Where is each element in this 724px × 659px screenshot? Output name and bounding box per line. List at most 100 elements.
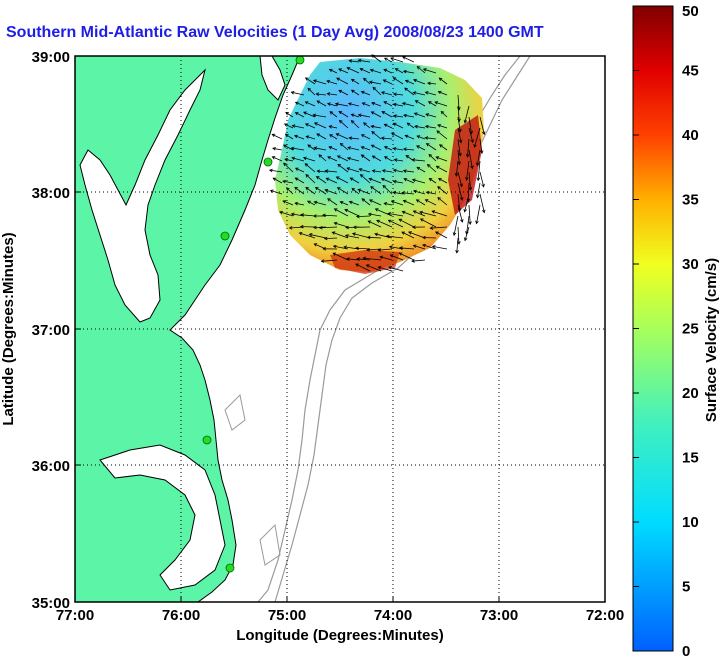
velocity-vector-head	[348, 200, 353, 205]
velocity-vector	[362, 102, 371, 107]
velocity-vector-head	[305, 187, 309, 191]
velocity-vector	[388, 266, 404, 272]
velocity-vector-head	[304, 77, 309, 81]
velocity-vector	[434, 101, 448, 107]
velocity-vector-head	[402, 169, 407, 173]
velocity-vector	[414, 112, 426, 118]
velocity-vectors	[268, 54, 486, 272]
velocity-vector-head	[350, 113, 355, 117]
velocity-vector	[351, 89, 360, 96]
velocity-vector-head	[328, 68, 333, 73]
velocity-vector	[394, 159, 404, 162]
velocity-vector-head	[470, 139, 474, 144]
velocity-vector-head	[324, 188, 329, 193]
velocity-vector	[457, 105, 460, 122]
velocity-vector-head	[312, 214, 317, 218]
velocity-vector	[334, 222, 349, 228]
velocity-vector-head	[346, 257, 350, 261]
velocity-vector-head	[406, 122, 411, 126]
velocity-vector	[372, 155, 382, 162]
velocity-vector-head	[370, 111, 375, 115]
velocity-vector	[300, 214, 316, 217]
velocity-vector-head	[429, 226, 434, 230]
pamlico-sound	[99, 444, 226, 591]
velocity-vector-head	[392, 92, 397, 97]
velocity-vector	[425, 125, 437, 129]
velocity-vector-head	[304, 101, 309, 105]
velocity-vector	[416, 199, 426, 206]
velocity-vector-head	[338, 89, 343, 94]
velocity-vector	[428, 154, 437, 162]
velocity-vector-head	[404, 79, 409, 84]
velocity-vector	[403, 114, 415, 118]
velocity-vector-head	[383, 68, 388, 73]
velocity-vector-head	[316, 133, 321, 137]
velocity-vector	[405, 135, 415, 140]
velocity-vector-head	[326, 79, 330, 84]
velocity-vector-head	[368, 199, 373, 203]
velocity-vector-head	[416, 65, 421, 70]
velocity-vector-head	[377, 248, 382, 252]
velocity-vector-head	[392, 122, 397, 127]
velocity-vector	[381, 111, 393, 118]
velocity-vector	[384, 146, 393, 151]
velocity-vector-head	[268, 168, 273, 173]
velocity-vector	[393, 115, 404, 118]
velocity-vector	[307, 88, 316, 96]
velocity-vector-head	[294, 201, 299, 206]
velocity-vector-head	[347, 146, 352, 150]
velocity-vector	[329, 69, 338, 74]
velocity-vector-head	[294, 101, 299, 105]
velocity-vector	[383, 101, 393, 107]
velocity-vector-head	[425, 113, 430, 117]
velocity-vector-head	[356, 257, 361, 261]
velocity-vector-head	[332, 252, 337, 256]
velocity-vector-head	[383, 123, 388, 128]
velocity-vector	[390, 254, 404, 261]
velocity-vector	[412, 159, 426, 162]
velocity-vector-head	[338, 119, 343, 124]
velocity-vector-head	[298, 232, 303, 236]
velocity-vector-head	[351, 232, 356, 236]
velocity-vector-head	[294, 167, 299, 171]
velocity-vector-head	[290, 91, 295, 95]
velocity-vector	[413, 245, 426, 250]
velocity-vector-head	[475, 220, 479, 225]
velocity-vector-head	[422, 243, 426, 248]
y-tick-label: 35:00	[32, 595, 70, 612]
velocity-vector-head	[377, 266, 382, 270]
velocity-vector	[422, 237, 437, 239]
velocity-vector	[349, 60, 360, 63]
velocity-vector-head	[304, 123, 309, 127]
velocity-vector-head	[454, 173, 459, 177]
velocity-vector-head	[350, 120, 355, 124]
velocity-vector	[313, 114, 327, 118]
velocity-vector	[324, 237, 338, 239]
velocity-vector	[464, 105, 470, 123]
velocity-vector	[285, 133, 294, 140]
velocity-vector	[272, 156, 283, 162]
velocity-vector	[303, 157, 316, 162]
velocity-vector	[403, 200, 415, 206]
velocity-vector	[272, 134, 283, 140]
velocity-vector-head	[383, 101, 387, 105]
velocity-vector	[468, 149, 473, 169]
velocity-vector-head	[307, 87, 312, 92]
velocity-vector-head	[455, 249, 459, 254]
velocity-vector-head	[385, 234, 390, 239]
velocity-vector-head	[316, 169, 321, 174]
velocity-vector	[316, 176, 327, 184]
velocity-vector	[337, 155, 349, 162]
velocity-vector	[468, 116, 472, 134]
velocity-vector-head	[387, 219, 392, 223]
velocity-vector	[477, 160, 481, 181]
velocity-vector-head	[294, 112, 299, 116]
velocity-vector	[438, 178, 448, 184]
velocity-vector	[435, 231, 448, 239]
velocity-vector	[338, 68, 349, 74]
velocity-vector-head	[376, 219, 380, 224]
velocity-vector-head	[437, 197, 441, 201]
velocity-vector	[479, 116, 485, 135]
